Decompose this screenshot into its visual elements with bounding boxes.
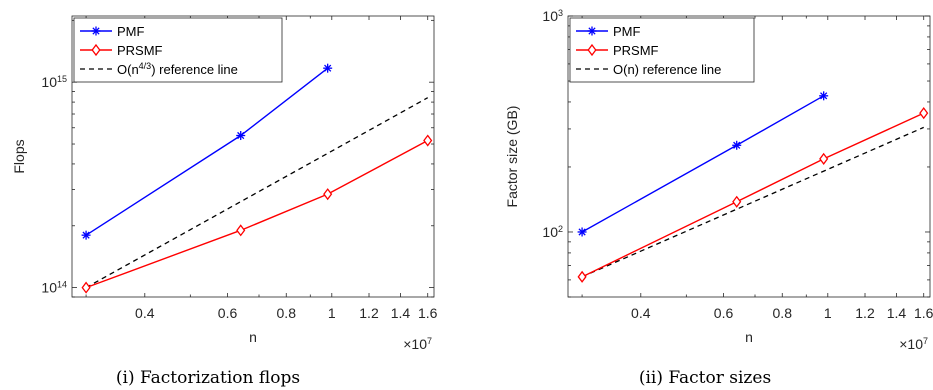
series-prsmf (81, 134, 433, 294)
legend-label: PMF (117, 24, 145, 39)
x-tick-label: 0.8 (773, 305, 793, 321)
x-tick-label: 0.8 (277, 305, 297, 321)
x-axis-exponent: ×107 (403, 336, 432, 352)
x-tick-label: 0.4 (631, 305, 651, 321)
legend-entry: PMF (576, 24, 641, 39)
legend-label: PMF (613, 24, 641, 39)
data-point-prsmf (819, 152, 829, 165)
x-tick-label: 1 (328, 305, 336, 321)
data-point-pmf (820, 92, 828, 100)
figure-caption: (i) Factorization flops (116, 368, 300, 388)
legend: PMF PRSMF O(n4/3) reference line (73, 17, 283, 83)
legend-entry: PMF (80, 24, 145, 39)
series-pmf (577, 91, 829, 237)
legend-swatch-marker (92, 27, 100, 35)
reference-line (85, 97, 429, 289)
legend-label: PRSMF (613, 43, 659, 58)
series-prsmf (577, 107, 929, 283)
data-point-prsmf (81, 281, 91, 294)
x-tick-label: 1.2 (359, 305, 379, 321)
y-tick-label: 1014 (41, 280, 67, 296)
x-tick-label: 1.6 (914, 305, 933, 321)
x-tick-label: 1 (824, 305, 832, 321)
legend-entry: PRSMF (576, 43, 659, 58)
x-axis-exponent: ×107 (899, 336, 928, 352)
legend-swatch-marker (587, 43, 597, 57)
y-axis-label: Factor size (GB) (504, 106, 520, 208)
x-tick-label: 1.6 (418, 305, 438, 321)
data-point-pmf (82, 231, 90, 239)
legend-swatch-marker (91, 43, 101, 57)
x-tick-label: 0.6 (714, 305, 734, 321)
factor-size-chart-panel: 0.4 0.6 0.8 1 1.2 1.4 1.6 102 103 n Factor size (G… (504, 8, 933, 388)
legend-entry: O(n) reference line (576, 62, 721, 77)
data-point-prsmf (732, 195, 742, 208)
data-point-pmf (733, 141, 741, 149)
legend-entry: PRSMF (80, 43, 163, 58)
series-line-prsmf (581, 112, 925, 278)
data-point-pmf (237, 131, 245, 140)
data-point-prsmf (236, 224, 246, 237)
series-pmf (81, 63, 333, 240)
data-point-pmf (324, 64, 332, 72)
data-point-pmf (578, 228, 586, 236)
y-tick-label: 1015 (41, 74, 67, 90)
reference-line (581, 126, 924, 278)
legend-entry: O(n4/3) reference line (80, 61, 238, 77)
y-tick-label: 102 (542, 224, 563, 240)
data-point-prsmf (577, 270, 587, 283)
x-tick-label: 1.4 (887, 305, 907, 321)
legend-label: PRSMF (117, 43, 163, 58)
series-line-prsmf (85, 139, 429, 289)
x-tick-label: 1.4 (391, 305, 411, 321)
data-point-prsmf (323, 188, 333, 201)
data-point-prsmf (423, 134, 433, 147)
x-tick-label: 1.2 (855, 305, 875, 321)
x-axis-label: n (249, 329, 257, 345)
data-point-prsmf (919, 107, 929, 120)
y-axis-label: Flops (11, 139, 27, 173)
figure-caption: (ii) Factor sizes (639, 368, 771, 388)
x-axis-label: n (745, 329, 753, 345)
x-tick-label: 0.4 (135, 305, 155, 321)
legend: PMF PRSMF O(n) reference line (569, 17, 755, 83)
y-tick-label: 103 (542, 8, 563, 24)
flops-chart-panel: 0.4 0.6 0.8 1 1.2 1.4 1.6 1014 1015 n Flops ×107 PMF… (11, 15, 438, 388)
x-tick-label: 0.6 (218, 305, 238, 321)
legend-swatch-marker (588, 27, 596, 35)
legend-label-reference: O(n4/3) reference line (117, 61, 238, 77)
legend-label-reference: O(n) reference line (613, 62, 721, 77)
